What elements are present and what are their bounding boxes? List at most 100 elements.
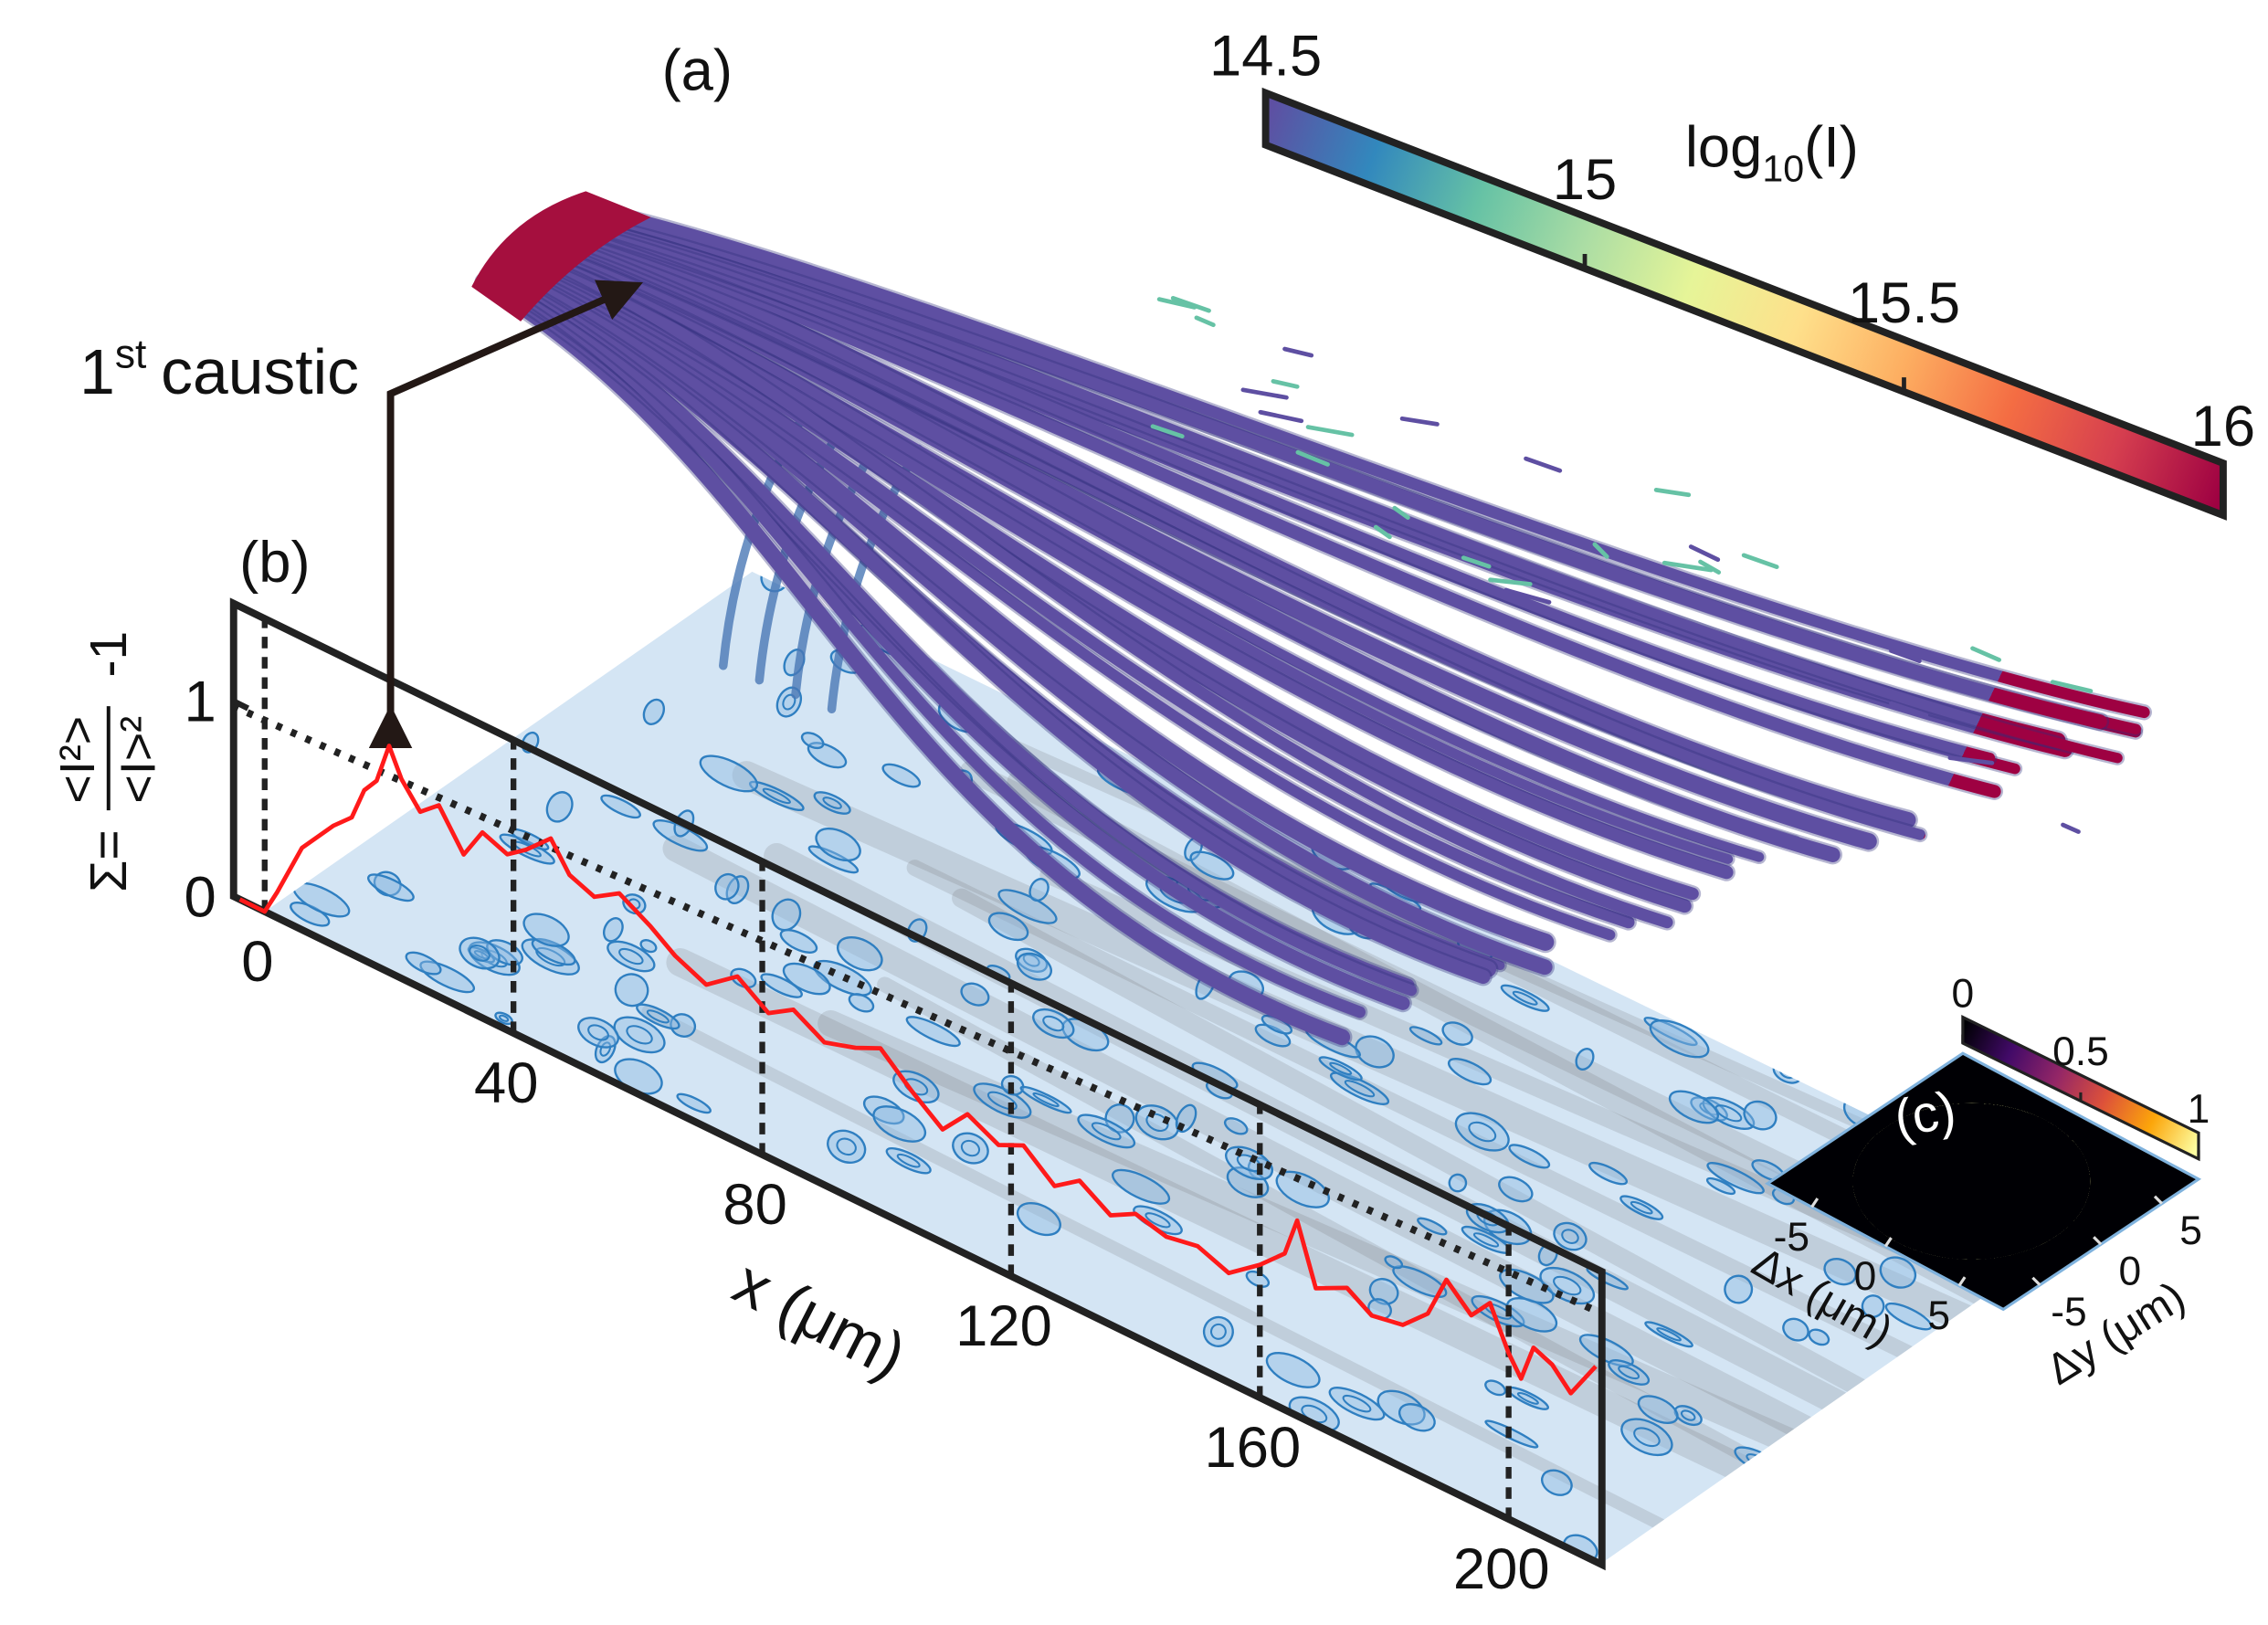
contour-blob [779,929,818,954]
contour-blob [1808,1328,1830,1346]
x-tick-label: 0 [1854,1254,1877,1299]
fragment [1218,444,1245,461]
contour-blob [1668,1090,1719,1124]
contour-blob [782,962,831,996]
contour-blob [1104,1103,1135,1134]
filament [498,260,1491,985]
fragment [1373,524,1392,540]
heatmap-spot [1852,1103,2091,1260]
contour-blob [1472,1232,1500,1248]
y-tick [2031,1276,2041,1286]
contour-blob [1498,1176,1534,1203]
contour-blob [896,1153,921,1168]
annotation-number: 1 [79,336,115,407]
contour-blob [639,939,658,954]
x-tick-label: 80 [723,1173,786,1237]
fragment [1698,559,1722,575]
contour-blob [1223,1117,1249,1135]
fragment [1889,648,1922,664]
contour-blob [973,1082,1032,1119]
contour-blob [1384,1255,1404,1270]
contour-blob [1468,1121,1497,1143]
contour-blob [614,973,649,1008]
colorbar-label-suffix: (I) [1804,115,1859,179]
fragment [1688,544,1721,563]
contour-blob [473,950,489,960]
y-tick-label: 0 [2118,1250,2141,1294]
contour-blob [642,698,666,725]
filament [563,215,1996,764]
contour-blob [600,794,641,819]
contour-blob [714,872,740,901]
contour-blob [1669,1539,1691,1554]
contour-blob [730,967,757,989]
contour-blob [1134,1104,1180,1141]
contour-blob [1202,1315,1234,1347]
x-tick-label: 120 [955,1294,1052,1358]
shadow [877,976,1823,1502]
x-tick-label: 40 [474,1051,538,1115]
contour-blob [836,1137,857,1156]
fragment [1661,560,1714,573]
fragment [1524,456,1563,473]
contour-blob [1633,1427,1661,1448]
contour-blob [1637,1395,1679,1424]
x-tick-label: 200 [1453,1537,1550,1601]
y-label-denominator: <I>² [111,716,165,804]
contour-blob [1344,1080,1376,1098]
contour-blob [771,898,802,932]
contour-blob [1782,1317,1809,1342]
filament [553,219,2001,798]
contour-blob [1884,1302,1933,1331]
contour-blob [1145,1113,1169,1133]
contour-blob [1540,1469,1573,1496]
shadow [732,761,2041,1361]
fragment [1240,387,1289,400]
filament [551,223,1925,840]
contour-blob [822,797,842,809]
contour-blob [1588,1161,1629,1186]
contour-blob [1680,1409,1696,1421]
shadow [906,860,1980,1393]
fragment [1461,555,1492,569]
contour-blob [1254,1023,1292,1048]
contour-blob [872,1105,927,1143]
contour-blob [373,871,402,897]
contour-blob [1705,1177,1736,1196]
x-tick-label: 0 [241,930,273,994]
contour-blob [815,827,861,862]
colorbar-tick-label: 16 [2191,395,2255,459]
fragment [1258,409,1304,424]
contour-blob [1029,878,1050,902]
contour-blob [800,732,825,750]
contour-blob [1724,1274,1754,1304]
filament [528,240,1734,864]
fragment [1488,577,1533,586]
contour-blob [469,944,491,962]
contour-blob [1561,1229,1579,1244]
contour-blob [1643,1017,1698,1047]
x-tick [1957,1276,1967,1287]
fragment [2061,822,2081,834]
contour-blob [960,1139,981,1157]
contour-blob [1879,1256,1917,1289]
contour-blob [1454,1112,1510,1152]
filament [580,201,2150,719]
fragment [1156,297,1197,310]
y-axis-label: Σ= <I²> <I>² -1 [50,631,166,892]
contour-blob [848,993,875,1013]
contour-blob [837,936,883,972]
contour-blob [1408,1026,1443,1046]
colorbar-tick-label: 15.5 [1848,271,1960,335]
fragment [1741,553,1779,570]
annotation-text: caustic [161,336,359,407]
contour-blob [1861,1294,1885,1318]
colorbar-label-sub: 10 [1762,147,1804,189]
colorbar-tick-label: 1 [2188,1087,2210,1132]
contour-blob [1448,1173,1468,1193]
x-axis-label: x (μm) [723,1246,916,1392]
shadow [666,948,1820,1514]
contour-blob [1189,850,1235,881]
y-tick [2093,1236,2103,1246]
